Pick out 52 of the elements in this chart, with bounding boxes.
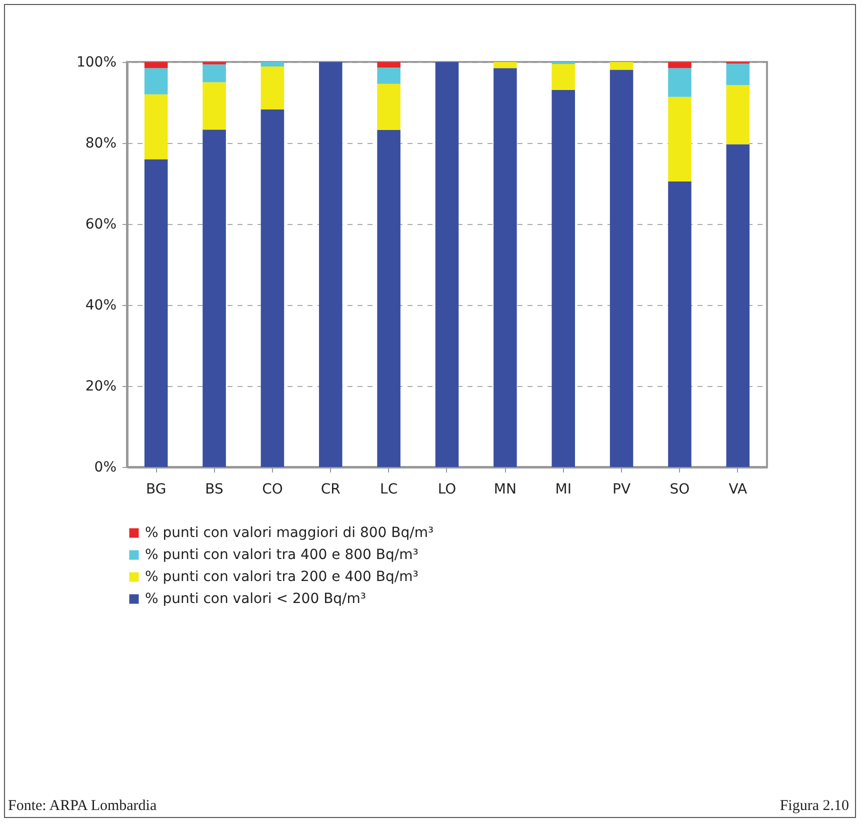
x-tick-label: BG	[146, 482, 166, 498]
bar	[319, 62, 342, 467]
bar	[610, 62, 634, 70]
legend-label: % punti con valori maggiori di 800 Bq/m³	[145, 525, 434, 541]
bar	[435, 62, 459, 467]
bar	[377, 84, 400, 130]
legend-label: % punti con valori tra 200 e 400 Bq/m³	[145, 569, 418, 585]
bar	[552, 64, 575, 90]
source-note: Fonte: ARPA Lombardia	[8, 798, 157, 815]
x-tick-label: VA	[728, 482, 748, 498]
x-tick-label: MI	[555, 482, 572, 498]
x-tick-label: CR	[320, 482, 341, 498]
x-tick-label: CO	[262, 482, 283, 498]
y-tick-label: 0%	[94, 460, 116, 476]
bar	[377, 62, 400, 68]
bar	[377, 130, 400, 467]
bar	[726, 144, 750, 467]
x-tick-label: PV	[612, 482, 631, 498]
bar	[726, 85, 750, 144]
bar	[202, 82, 226, 130]
bar	[202, 64, 226, 82]
y-tick-label: 100%	[76, 54, 116, 70]
bar	[144, 68, 168, 94]
bar	[726, 64, 750, 86]
bar	[144, 159, 168, 467]
bar	[260, 66, 284, 110]
x-tick-label: LO	[438, 482, 456, 498]
x-tick-label: SO	[670, 482, 690, 498]
bar	[144, 62, 168, 68]
y-tick-label: 20%	[85, 378, 116, 394]
bar	[377, 68, 400, 84]
bar	[494, 68, 517, 467]
bar	[494, 62, 517, 68]
text: Figura 2.10	[780, 798, 849, 815]
legend-label: % punti con valori tra 400 e 800 Bq/m³	[145, 547, 418, 563]
x-tick-label: BS	[205, 482, 224, 498]
bar	[668, 181, 692, 467]
bar	[202, 130, 226, 467]
bar	[144, 94, 168, 160]
bar	[260, 62, 284, 66]
y-tick-label: 60%	[85, 216, 116, 232]
y-tick-label: 80%	[85, 136, 116, 152]
bar	[260, 109, 284, 467]
legend-label: % punti con valori < 200 Bq/m³	[145, 591, 366, 607]
bar	[668, 68, 692, 97]
bar	[552, 90, 575, 467]
bar	[610, 70, 634, 467]
bar	[668, 96, 692, 182]
y-tick-label: 40%	[85, 298, 116, 314]
x-tick-label: LC	[380, 482, 398, 498]
bar	[668, 62, 692, 68]
x-tick-label: MN	[494, 482, 516, 498]
